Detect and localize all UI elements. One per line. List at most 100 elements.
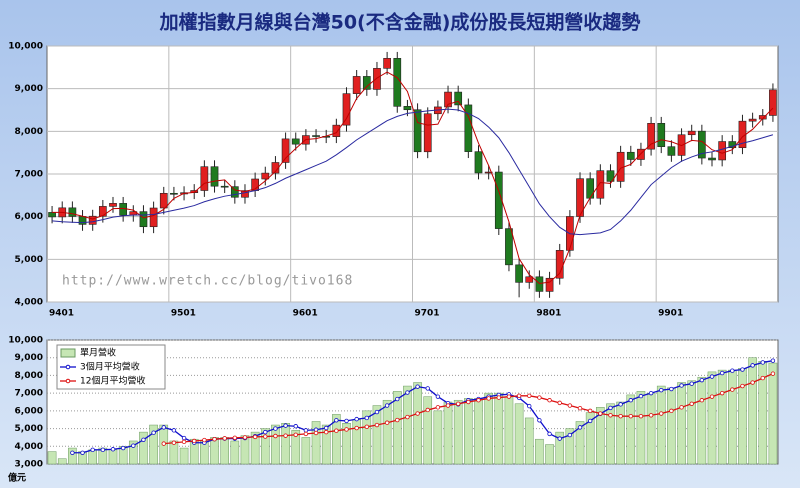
line-marker (679, 405, 684, 410)
line-marker (628, 398, 633, 403)
candle-body (596, 170, 605, 199)
x-tick-label: 9901 (658, 309, 683, 319)
line-marker (638, 413, 644, 419)
legend-marker (65, 378, 71, 384)
watermark: http://www.wretch.cc/blog/tivo168 (62, 274, 353, 289)
candle-body (78, 216, 87, 225)
line-marker (435, 405, 441, 410)
bar (748, 357, 757, 465)
line-marker (364, 424, 370, 429)
line-marker (80, 450, 85, 455)
line-marker (334, 418, 339, 423)
candle-body (373, 68, 381, 90)
y-tick-label: 5,000 (15, 255, 43, 265)
candle-body (362, 76, 371, 90)
line-marker (760, 375, 765, 381)
line-marker (709, 394, 715, 399)
bar (382, 399, 392, 465)
legend-label: 3個月平均營收 (80, 361, 140, 373)
bar (484, 392, 493, 465)
bar (616, 401, 625, 465)
line-marker (425, 407, 430, 413)
candle-body (667, 146, 676, 156)
line-marker (730, 368, 735, 373)
line-marker (70, 450, 75, 455)
candle-body (230, 186, 239, 198)
line-marker (587, 408, 593, 414)
bar (311, 421, 321, 465)
y-tick-label: 6,000 (15, 406, 43, 416)
line-marker (171, 428, 177, 433)
line-marker (90, 447, 95, 453)
bar (139, 431, 148, 465)
line-marker (425, 386, 430, 391)
bar (260, 428, 270, 465)
legend-label: 單月營收 (80, 347, 116, 359)
bar (494, 392, 504, 465)
line-marker (709, 374, 715, 379)
bar (332, 414, 341, 465)
line-marker (638, 393, 644, 399)
bar (362, 410, 372, 465)
line-marker (608, 405, 613, 411)
line-marker (283, 423, 288, 428)
candle-body (484, 171, 493, 174)
legend-marker (65, 364, 71, 370)
candle-body (48, 212, 56, 218)
bar (474, 398, 483, 465)
line-marker (435, 394, 441, 399)
bar (433, 410, 443, 465)
y-tick-label: 4,000 (15, 298, 43, 308)
candle-body (423, 113, 432, 153)
line-marker (242, 435, 248, 440)
line-marker (455, 401, 461, 406)
candle-body (271, 162, 280, 174)
line-marker (608, 413, 613, 418)
line-marker (232, 435, 238, 440)
line-marker (770, 358, 776, 363)
line-marker (374, 409, 380, 415)
candle-body (464, 104, 473, 152)
line-marker (567, 403, 573, 408)
x-tick-label: 9601 (293, 309, 318, 319)
bar (636, 391, 646, 465)
line-marker (648, 390, 654, 396)
line-marker (131, 443, 136, 448)
line-marker (263, 429, 268, 435)
x-tick-label: 9501 (171, 309, 196, 319)
bar (210, 437, 219, 465)
line-marker (527, 403, 532, 409)
x-tick-label: 9401 (49, 309, 74, 319)
line-marker (659, 387, 664, 393)
line-marker (750, 380, 755, 385)
line-marker (659, 411, 664, 416)
bar (250, 431, 260, 465)
candle-body (687, 130, 696, 136)
line-marker (212, 437, 217, 442)
line-marker (557, 436, 562, 441)
candle-body (393, 58, 402, 107)
line-marker (628, 413, 633, 419)
line-marker (263, 434, 268, 439)
line-marker (283, 433, 288, 438)
bar (656, 385, 666, 465)
candle-body (261, 172, 270, 180)
candle-body (332, 124, 341, 137)
candle-body (159, 192, 168, 209)
line-marker (252, 434, 258, 440)
y-tick-label: 10,000 (8, 336, 43, 346)
line-marker (303, 428, 309, 433)
bar (403, 385, 412, 465)
candle-body (444, 91, 452, 108)
legend-swatch (60, 348, 76, 358)
y-tick-label: 8,000 (15, 127, 43, 137)
line-marker (648, 413, 654, 418)
bar (372, 405, 382, 465)
line-marker (486, 396, 491, 401)
line-marker (334, 428, 339, 433)
line-marker (313, 430, 319, 436)
bar (575, 421, 585, 465)
line-marker (618, 413, 623, 419)
candle-body (383, 58, 391, 69)
